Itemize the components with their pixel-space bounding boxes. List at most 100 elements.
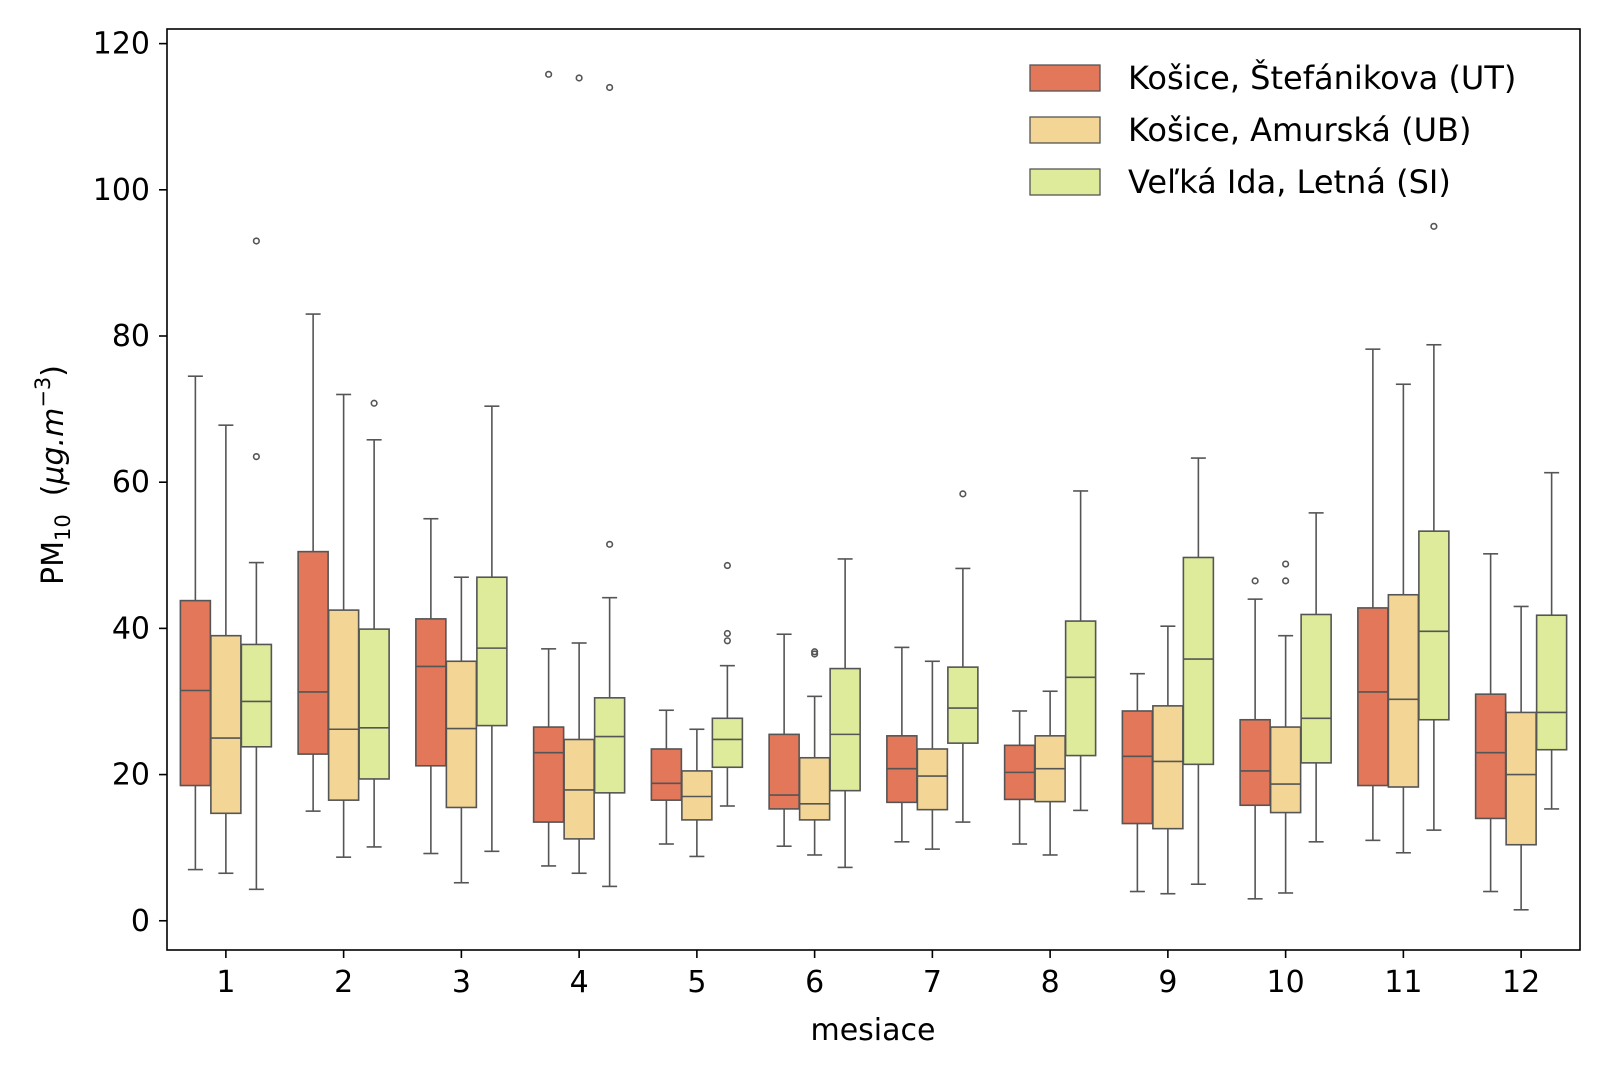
outlier-point [1251, 577, 1259, 585]
box-series2-month5 [711, 561, 744, 807]
box-iqr [1418, 530, 1450, 721]
svg-text:PM10(μg.m−3): PM10 (μg.m−3) [31, 365, 75, 585]
y-axis-unit-text: g.m [36, 408, 71, 466]
outlier-point [723, 629, 731, 638]
box-series1-month4 [563, 74, 595, 875]
legend-label-ub: Košice, Amurská (UB) [1128, 111, 1471, 149]
x-tick-label: 1 [216, 965, 235, 1000]
y-axis-unit-close: ) [36, 365, 71, 377]
legend-swatch-ut [1029, 64, 1101, 92]
box-series1-month10 [1269, 560, 1302, 894]
plot-area [179, 70, 1568, 911]
box-series2-month10 [1300, 512, 1332, 843]
box-iqr [1239, 718, 1271, 807]
x-tick-label: 2 [334, 965, 353, 1000]
outlier-point [1282, 560, 1290, 568]
box-series0-month4 [532, 70, 565, 867]
box-iqr [829, 667, 861, 792]
box-iqr [798, 756, 831, 821]
outlier-point [723, 637, 731, 645]
box-iqr [358, 628, 390, 780]
box-series0-month12 [1474, 553, 1507, 893]
legend-label-ut: Košice, Štefánikova (UT) [1128, 58, 1516, 97]
y-tick-label: 80 [112, 319, 150, 354]
box-series0-month11 [1357, 348, 1389, 842]
box-series2-month6 [829, 558, 861, 869]
box-series1-month12 [1505, 605, 1537, 911]
box-series2-month2 [358, 399, 390, 848]
x-tick-label: 10 [1267, 965, 1305, 1000]
box-series2-month1 [240, 237, 273, 891]
box-iqr [240, 643, 273, 748]
box-iqr [532, 726, 565, 823]
y-axis-label-sub: 10 [51, 514, 75, 541]
box-iqr [681, 770, 713, 821]
box-series0-month2 [297, 313, 329, 812]
box-series1-month9 [1152, 625, 1184, 895]
y-tick-label: 0 [131, 904, 150, 939]
box-series2-month8 [1064, 490, 1097, 812]
y-tick-label: 40 [112, 611, 150, 646]
outlier-point [606, 83, 614, 92]
x-tick-label: 6 [805, 965, 824, 1000]
box-iqr [210, 634, 242, 815]
y-axis-unit-exp: −3 [31, 377, 55, 408]
legend-label-si: Veľká Ida, Letná (SI) [1128, 163, 1451, 201]
y-tick-label: 120 [93, 27, 150, 62]
box-iqr [1269, 726, 1302, 814]
box-iqr [650, 748, 683, 801]
y-tick-label: 60 [112, 465, 150, 500]
y-axis-unit-mu: μ [36, 465, 71, 485]
box-series0-month9 [1121, 672, 1154, 893]
box-iqr [1121, 710, 1154, 825]
y-axis-label-main: PM [36, 541, 71, 585]
outlier-point [959, 490, 967, 498]
box-iqr [947, 666, 979, 744]
outlier-point [811, 648, 819, 656]
box-series1-month6 [798, 648, 831, 856]
y-tick-label: 20 [112, 758, 150, 793]
box-series0-month3 [415, 517, 447, 855]
box-series1-month1 [210, 424, 242, 875]
y-axis-unit-open: ( [36, 485, 71, 497]
x-tick-label: 4 [570, 965, 589, 1000]
box-series2-month12 [1535, 471, 1568, 810]
outlier-point [606, 540, 614, 548]
box-iqr [1064, 620, 1097, 757]
box-iqr [1300, 613, 1332, 764]
box-iqr [297, 550, 329, 755]
box-series0-month1 [179, 375, 212, 871]
box-iqr [711, 717, 744, 769]
outlier-point [370, 399, 378, 407]
box-series0-month5 [650, 709, 683, 845]
y-axis-label: PM10 (μg.m−3) [31, 365, 75, 585]
x-tick-label: 3 [452, 965, 471, 1000]
y-tick-label: 100 [93, 173, 150, 208]
box-iqr [476, 576, 508, 727]
box-iqr [445, 660, 478, 809]
box-iqr [1182, 556, 1215, 766]
legend-swatch-ub [1029, 116, 1101, 144]
box-series0-month7 [886, 646, 918, 843]
outlier-point [723, 561, 731, 570]
box-series1-month8 [1034, 690, 1066, 856]
box-iqr [1535, 614, 1568, 751]
box-series2-month9 [1182, 457, 1215, 886]
plot-frame [166, 28, 1581, 951]
box-series0-month8 [1003, 710, 1036, 845]
x-tick-label: 7 [923, 965, 942, 1000]
box-series1-month5 [681, 728, 713, 858]
x-tick-label: 11 [1384, 965, 1422, 1000]
box-iqr [593, 697, 626, 794]
box-series1-month11 [1387, 383, 1420, 854]
box-iqr [327, 609, 360, 801]
x-tick-label: 9 [1158, 965, 1177, 1000]
outlier-point [252, 237, 260, 245]
box-series2-month11 [1418, 222, 1450, 831]
outlier-point [1282, 577, 1290, 585]
box-iqr [1387, 593, 1420, 788]
outlier-point [252, 453, 260, 461]
